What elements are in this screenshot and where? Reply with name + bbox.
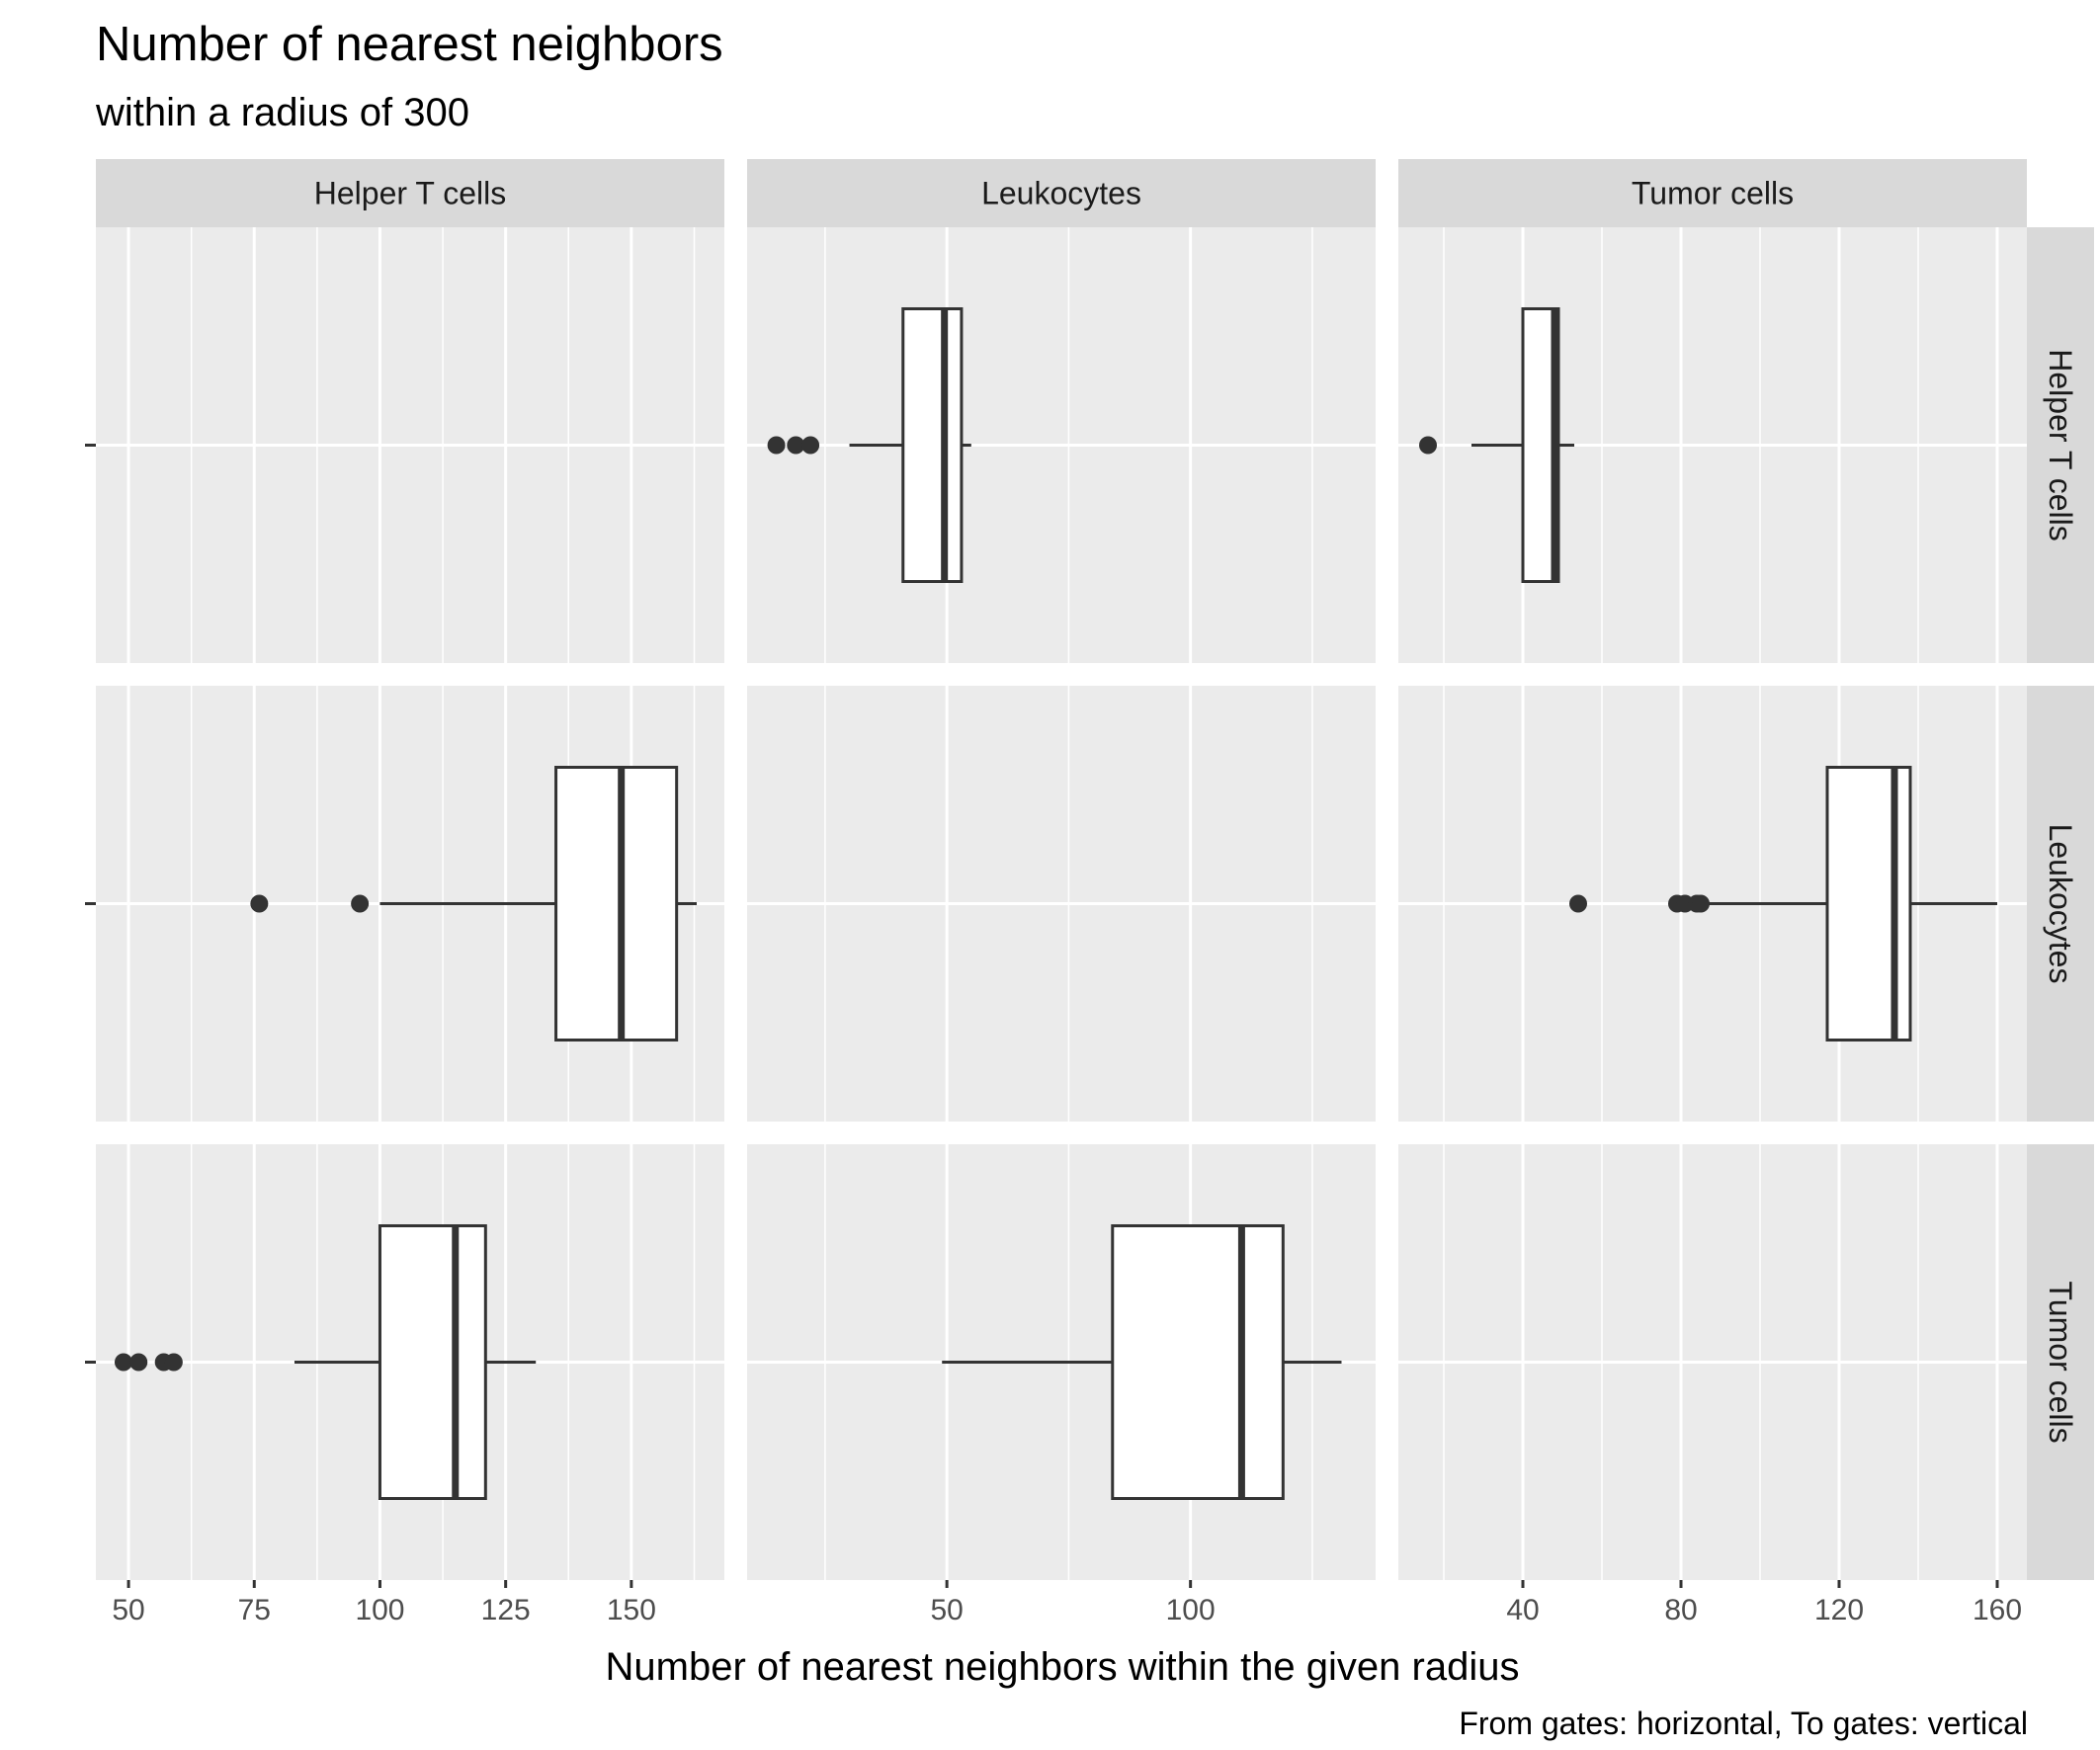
x-tick-label: 50 [112, 1594, 144, 1626]
chart-title: Number of nearest neighbors [96, 18, 723, 71]
x-tick-label: 150 [607, 1594, 656, 1626]
strip-row-label-helper-t-cells: Helper T cells [2043, 349, 2078, 541]
facet-panels [96, 227, 2027, 1580]
x-tick-label: 100 [1166, 1594, 1216, 1626]
outlier-point [1419, 436, 1437, 455]
row-facet-strips: Helper T cells Leukocytes Tumor cells [2027, 227, 2094, 1580]
outlier-point [1692, 894, 1710, 913]
panel-tumor-cells-to-tumor-cells [1398, 1144, 2027, 1580]
x-tick-label: 75 [238, 1594, 271, 1626]
iqr-box [554, 766, 679, 1042]
strip-col-leukocytes [747, 159, 1376, 227]
chart-subtitle: within a radius of 300 [95, 91, 469, 134]
strip-col-helper-t-cells [96, 159, 724, 227]
panel-helper-t-cells-to-leukocytes [747, 227, 1376, 663]
x-axis-leukocytes: 50 100 [930, 1580, 1216, 1626]
x-axis-tumor-cells: 40 80 120 160 [1506, 1580, 2022, 1626]
panel-helper-t-cells-to-tumor-cells [1398, 227, 2027, 663]
panel-leukocytes-to-leukocytes [747, 686, 1376, 1122]
x-tick-label: 40 [1506, 1594, 1539, 1626]
strip-row-label-tumor-cells: Tumor cells [2043, 1281, 2078, 1443]
x-axis-helper-t-cells: 50 75 100 125 150 [112, 1580, 656, 1626]
strip-col-tumor-cells [1398, 159, 2027, 227]
iqr-box [378, 1224, 487, 1500]
outlier-point [787, 436, 805, 455]
outlier-point [129, 1353, 148, 1372]
strip-col-label-leukocytes: Leukocytes [981, 176, 1141, 211]
panel-leukocytes-to-tumor-cells [1398, 686, 2027, 1122]
x-tick-label: 120 [1814, 1594, 1864, 1626]
x-tick-label: 80 [1664, 1594, 1697, 1626]
x-axes: 50 75 100 125 150 50 100 40 80 120 160 [112, 1580, 2022, 1626]
panel-leukocytes-to-helper-t-cells [96, 686, 724, 1122]
x-tick-label: 160 [1973, 1594, 2022, 1626]
x-tick-label: 50 [930, 1594, 963, 1626]
outlier-point [767, 436, 786, 455]
x-tick-label: 125 [481, 1594, 531, 1626]
strip-row-label-leukocytes: Leukocytes [2043, 824, 2078, 984]
strip-row-tumor-cells [2027, 1144, 2094, 1580]
outlier-point [114, 1353, 132, 1372]
outlier-point [164, 1353, 183, 1372]
chart-caption: From gates: horizontal, To gates: vertic… [1459, 1706, 2028, 1741]
strip-row-leukocytes [2027, 686, 2094, 1122]
panel-tumor-cells-to-helper-t-cells [96, 1144, 724, 1580]
outlier-point [351, 894, 370, 913]
y-axis-ticks [85, 444, 96, 1364]
outlier-point [250, 894, 269, 913]
strip-col-label-tumor-cells: Tumor cells [1632, 176, 1794, 211]
iqr-box [1111, 1224, 1285, 1500]
panel-helper-t-cells-to-helper-t-cells [96, 227, 724, 663]
strip-row-helper-t-cells [2027, 227, 2094, 663]
iqr-box [901, 307, 964, 583]
x-tick-label: 100 [355, 1594, 404, 1626]
x-axis-label: Number of nearest neighbors within the g… [606, 1645, 1520, 1689]
outlier-point [801, 436, 820, 455]
panel-tumor-cells-to-leukocytes [747, 1144, 1376, 1580]
column-facet-strips: Helper T cells Leukocytes Tumor cells [96, 159, 2027, 227]
outlier-point [1569, 894, 1587, 913]
strip-col-label-helper-t-cells: Helper T cells [314, 176, 506, 211]
